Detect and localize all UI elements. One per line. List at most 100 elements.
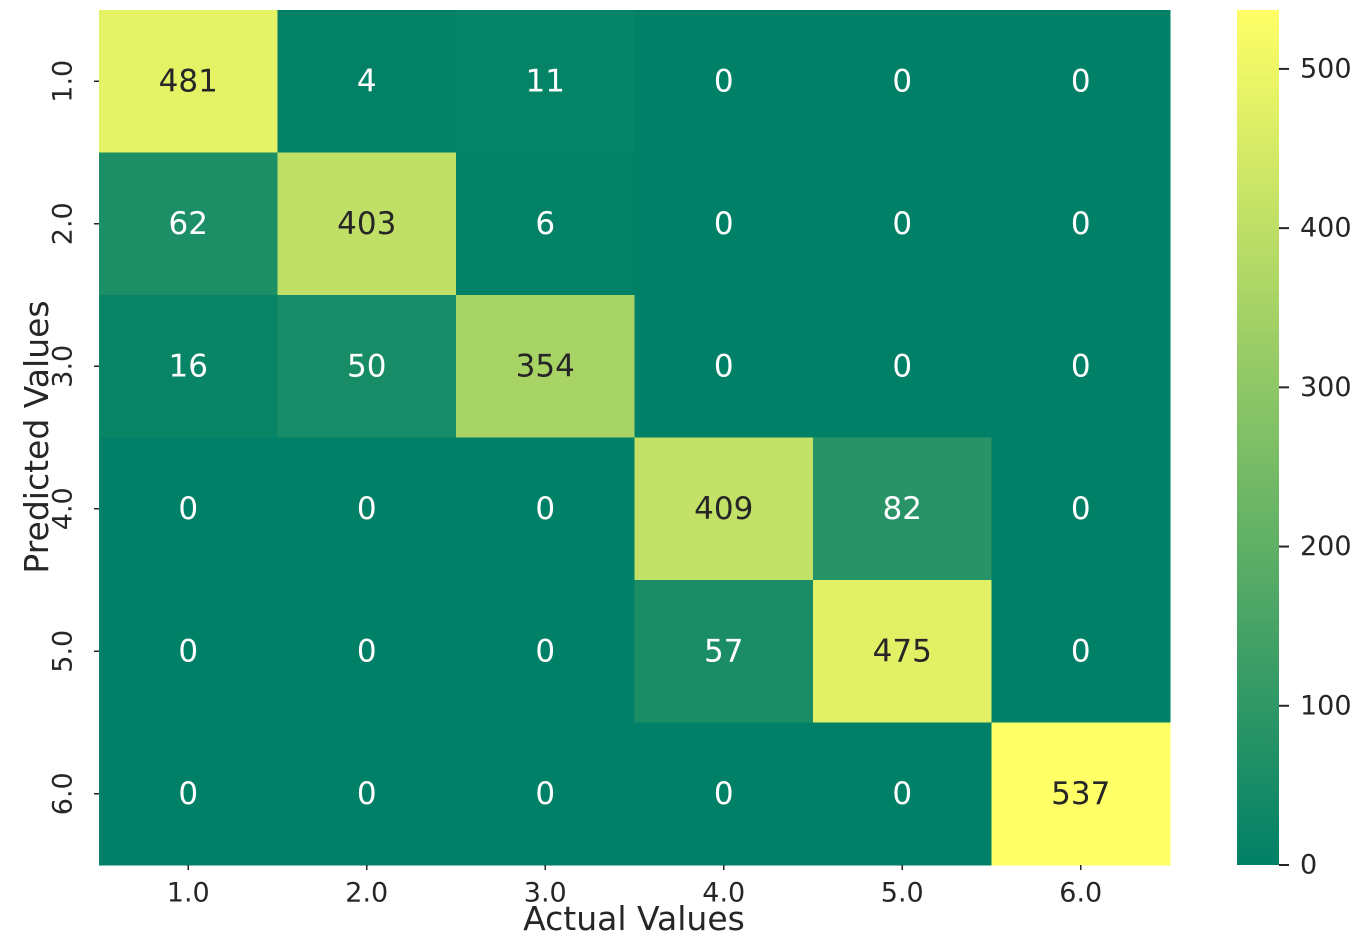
colorbar-tick-label: 400 [1300,213,1352,244]
y-tick-label: 4.0 [48,487,79,530]
heatmap-cell [634,437,814,581]
colorbar-tick-label: 0 [1300,850,1317,881]
heatmap-cell [991,580,1171,723]
cell-value-label: 0 [1071,491,1091,527]
colorbar-tick-label: 500 [1300,53,1352,84]
heatmap-cell [813,580,992,723]
heatmap-cell [277,580,457,723]
cell-value-label: 0 [892,63,912,99]
heatmap-cell [277,10,457,153]
heatmap-cell [991,722,1171,866]
cell-value-label: 0 [1071,633,1091,669]
heatmap-cell [99,722,278,866]
heatmap-cell [99,10,278,153]
colorbar-ticks: 0 100 200 300 400 500 [1279,53,1352,881]
cell-value-label: 0 [1071,63,1091,99]
cell-value-label: 0 [714,63,734,99]
heatmap-cell [99,437,278,581]
heatmap-cell [456,722,635,866]
x-tick-label: 3.0 [524,878,567,909]
heatmap-cell [99,580,278,723]
cell-value-label: 0 [357,776,377,812]
x-tick-label: 2.0 [345,878,388,909]
y-axis-ticks: 1.0 2.0 3.0 4.0 5.0 6.0 [48,60,99,815]
cell-value-label: 403 [337,206,396,242]
x-axis-label: Actual Values [523,899,745,938]
x-tick-label: 6.0 [1059,878,1102,909]
y-tick-label: 5.0 [48,630,79,673]
x-tick-label: 4.0 [702,878,745,909]
heatmap-cell [813,10,992,153]
cell-value-label: 409 [694,491,753,527]
x-tick-label: 5.0 [881,878,924,909]
heatmap-cell [456,580,635,723]
cell-value-label: 0 [357,491,377,527]
heatmap-cell [634,10,814,153]
heatmap-cell [991,295,1171,438]
heatmap-cell [634,722,814,866]
cell-value-label: 481 [159,63,218,99]
cell-value-label: 11 [526,63,565,99]
cell-value-label: 0 [178,491,198,527]
y-tick-label: 3.0 [48,345,79,388]
heatmap-cell [813,295,992,438]
cell-value-label: 0 [892,206,912,242]
heatmap-cell [813,152,992,296]
heatmap-cell [991,152,1171,296]
y-tick-label: 6.0 [48,772,79,815]
heatmap-cell [99,152,278,296]
y-tick-label: 1.0 [48,60,79,103]
cell-value-label: 0 [1071,206,1091,242]
colorbar-tick-label: 200 [1300,531,1352,562]
cell-value-label: 0 [357,633,377,669]
colorbar [1237,10,1279,865]
cell-value-label: 0 [892,348,912,384]
heatmap-cell [634,580,814,723]
cell-annotations: 481 4 11 0 0 0 62 403 6 0 0 0 16 50 354 0 0 0 0 0 0 409 82 0 0 0 0… [159,63,1111,812]
cell-value-label: 6 [535,206,555,242]
heatmap-cell [991,437,1171,581]
heatmap-cell [456,295,635,438]
cell-value-label: 0 [535,491,555,527]
cell-value-label: 62 [169,206,208,242]
heatmap-cell [634,295,814,438]
heatmap-cell [456,152,635,296]
heatmap-cell [456,10,635,153]
heatmap-cell [277,295,457,438]
heatmap-cell [813,722,992,866]
heatmap-cell [991,10,1171,153]
cell-value-label: 537 [1051,776,1110,812]
cell-value-label: 0 [714,348,734,384]
cell-value-label: 0 [535,776,555,812]
heatmap-cell [456,437,635,581]
heatmap-cell [813,437,992,581]
heatmap-cell [277,152,457,296]
cell-value-label: 0 [714,206,734,242]
cell-value-label: 0 [892,776,912,812]
cell-value-label: 0 [178,633,198,669]
cell-value-label: 82 [883,491,922,527]
x-axis-ticks: 1.0 2.0 3.0 4.0 5.0 6.0 [167,865,1102,909]
heatmap-cells [99,10,1171,866]
y-tick-label: 2.0 [48,202,79,245]
cell-value-label: 354 [516,348,575,384]
cell-value-label: 0 [178,776,198,812]
heatmap-cell [277,722,457,866]
colorbar-tick-label: 100 [1300,690,1352,721]
cell-value-label: 57 [704,633,743,669]
y-axis-label: Predicted Values [17,300,56,573]
cell-value-label: 4 [357,63,377,99]
cell-value-label: 475 [873,633,932,669]
colorbar-tick-label: 300 [1300,372,1352,403]
cell-value-label: 50 [347,348,386,384]
cell-value-label: 0 [714,776,734,812]
x-tick-label: 1.0 [167,878,210,909]
cell-value-label: 0 [535,633,555,669]
heatmap-cell [99,295,278,438]
heatmap-cell [277,437,457,581]
cell-value-label: 16 [169,348,208,384]
heatmap-cell [634,152,814,296]
cell-value-label: 0 [1071,348,1091,384]
